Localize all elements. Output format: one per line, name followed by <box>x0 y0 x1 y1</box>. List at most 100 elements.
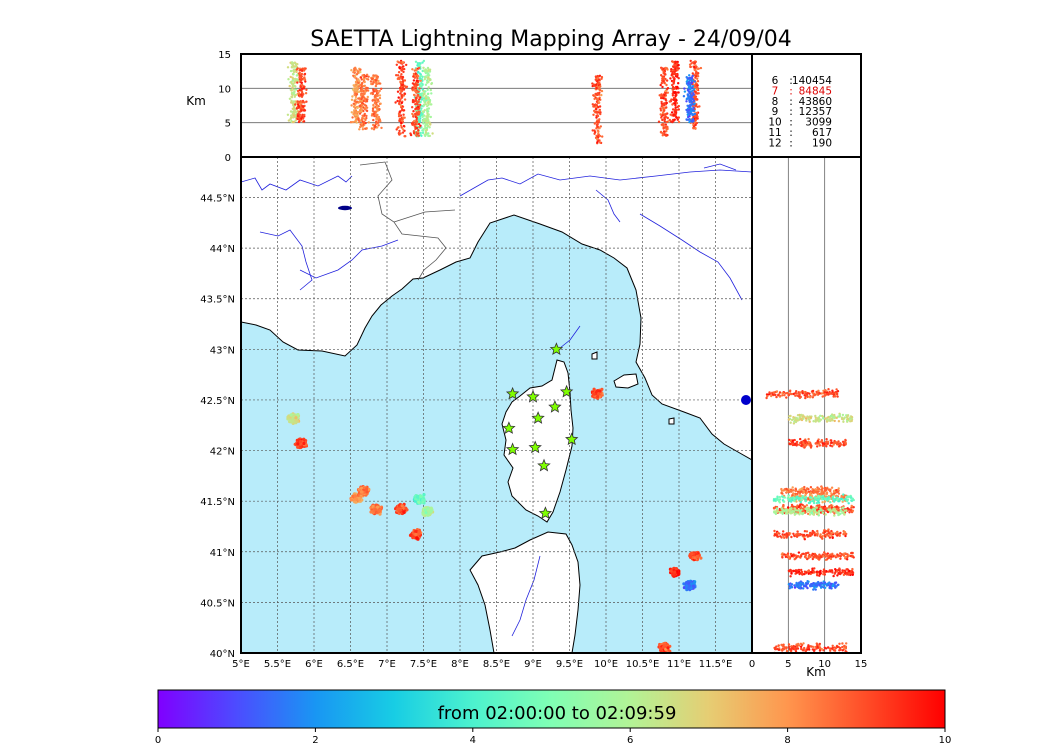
lightning-cell-map <box>369 503 384 516</box>
station-star <box>538 506 553 520</box>
lightning-cell-right <box>787 412 854 425</box>
lightning-cell-map <box>682 579 697 592</box>
right-altitude-tick-label: 0 <box>749 659 755 670</box>
lightning-cell-top <box>294 67 308 124</box>
station-star <box>502 421 516 434</box>
lma-stations <box>502 342 579 520</box>
lightning-cell-top <box>421 66 434 138</box>
map-panel: 5°E 5.5°E 6°E 6.5°E 7°E 7.5°E 8°E 8.5°E 9°E 9.5°E… <box>200 156 753 670</box>
colorbar-ticks: 0 2 4 6 8 10 <box>155 728 952 746</box>
station-count-label: 8 <box>772 96 779 108</box>
lon-tick-label: 7°E <box>378 659 396 670</box>
colorbar-tick-label: 2 <box>312 735 318 746</box>
lon-tick-label: 6.5°E <box>337 659 364 670</box>
lightning-cell-map <box>421 506 435 518</box>
lightning-cell-top <box>286 61 300 124</box>
lightning-cell-right <box>765 388 840 400</box>
giglio-island <box>668 417 675 425</box>
map-geography <box>241 157 752 653</box>
station-star <box>528 440 542 454</box>
sardinia-island <box>469 531 581 653</box>
lightning-cell-map <box>394 502 409 516</box>
source-count-value: 617 <box>812 127 832 139</box>
longitude-tick-labels: 5°E 5.5°E 6°E 6.5°E 7°E 7.5°E 8°E 8.5°E 9°E 9.5°E… <box>232 659 732 670</box>
lightning-cell-top <box>394 59 409 138</box>
source-count-value: 43860 <box>799 96 832 108</box>
station-star <box>565 432 579 446</box>
lightning-cell-top <box>591 74 604 145</box>
stats-panel-frame <box>751 53 862 158</box>
elba-island <box>613 373 639 389</box>
lon-tick-label: 9.5°E <box>556 659 583 670</box>
colorbar-gradient <box>157 689 946 729</box>
lightning-cell-map <box>657 641 672 653</box>
station-star <box>526 389 540 403</box>
french-border <box>359 161 447 281</box>
station-count-label: 12 <box>768 137 781 149</box>
lightning-cell-map <box>356 485 371 498</box>
source-count-value: 140454 <box>792 75 832 87</box>
lon-tick-label: 9°E <box>524 659 542 670</box>
lightning-cell-top <box>669 60 681 124</box>
map-lightning-sources <box>286 387 703 653</box>
source-count-value: 3099 <box>805 117 832 129</box>
latitude-tick-labels: 40°N 40.5°N 41°N 41.5°N 42°N 42.5°N 43°N 43.5°N… <box>200 193 235 660</box>
station-star <box>505 442 520 456</box>
stats-separator: : <box>789 85 793 97</box>
station-star <box>531 411 545 424</box>
top-axis-unit: Km <box>186 94 206 108</box>
stats-separator: : <box>789 96 793 108</box>
top-altitude-tick-label: 15 <box>218 50 231 61</box>
lightning-cell-map <box>412 493 426 505</box>
station-star <box>549 342 564 356</box>
station-count-label: 10 <box>768 117 781 129</box>
altitude-longitude-panel: 0 5 10 15 Km <box>186 50 753 164</box>
lightning-cell-right <box>772 493 855 505</box>
right-panel-altitude-ticks: 0 5 10 15 <box>749 659 868 670</box>
colorbar-tick-label: 6 <box>627 735 633 746</box>
source-count-value: 190 <box>812 137 832 149</box>
lightning-cell-map <box>408 528 423 541</box>
lightning-cell-map <box>286 412 301 425</box>
chart-title: SAETTA Lightning Mapping Array - 24/09/0… <box>310 27 791 52</box>
right-axis-unit: Km <box>806 665 826 679</box>
lon-tick-label: 6°E <box>305 659 323 670</box>
lon-tick-label: 10°E <box>594 659 618 670</box>
lon-tick-label: 5°E <box>232 659 250 670</box>
lightning-cell-top <box>409 66 422 137</box>
lat-tick-label: 40°N <box>210 649 235 660</box>
lightning-cell-map <box>668 566 681 578</box>
lightning-cell-right <box>787 567 855 578</box>
time-colorbar: from 02:00:00 to 02:09:59 0 2 4 6 8 10 <box>155 689 952 746</box>
station-star <box>505 386 520 400</box>
coastal-marker <box>741 395 751 405</box>
lat-tick-label: 42°N <box>210 447 235 458</box>
right-panel-background <box>752 157 861 653</box>
lake <box>338 205 352 211</box>
source-count-table: 6:1404547:848458:438609:1235710:309911:6… <box>768 75 832 149</box>
colorbar-tick-label: 10 <box>939 735 952 746</box>
lightning-cell-map <box>349 492 364 504</box>
station-count-label: 9 <box>772 106 779 118</box>
station-count-label: 11 <box>768 127 781 139</box>
lat-tick-label: 43.5°N <box>200 295 235 306</box>
lat-tick-label: 42.5°N <box>200 396 235 407</box>
top-panel-sources <box>286 59 703 145</box>
right-altitude-tick-label: 5 <box>785 659 791 670</box>
lightning-cell-map <box>590 387 604 400</box>
colorbar-tick-label: 0 <box>155 735 161 746</box>
lightning-cell-right <box>780 551 855 561</box>
right-panel-frame <box>751 156 862 654</box>
right-panel-sources <box>765 388 855 653</box>
lightning-cell-right <box>773 506 848 517</box>
lightning-cell-top <box>682 74 697 124</box>
lightning-cell-right <box>773 528 848 541</box>
top-altitude-tick-label: 0 <box>225 153 231 164</box>
lightning-cell-right <box>773 642 848 653</box>
lightning-cell-map <box>293 437 308 450</box>
lightning-cell-right <box>787 580 840 591</box>
lightning-cell-top <box>357 73 370 131</box>
right-altitude-tick-label: 15 <box>855 659 868 670</box>
altitude-latitude-panel: 0 5 10 15 Km <box>749 156 868 679</box>
